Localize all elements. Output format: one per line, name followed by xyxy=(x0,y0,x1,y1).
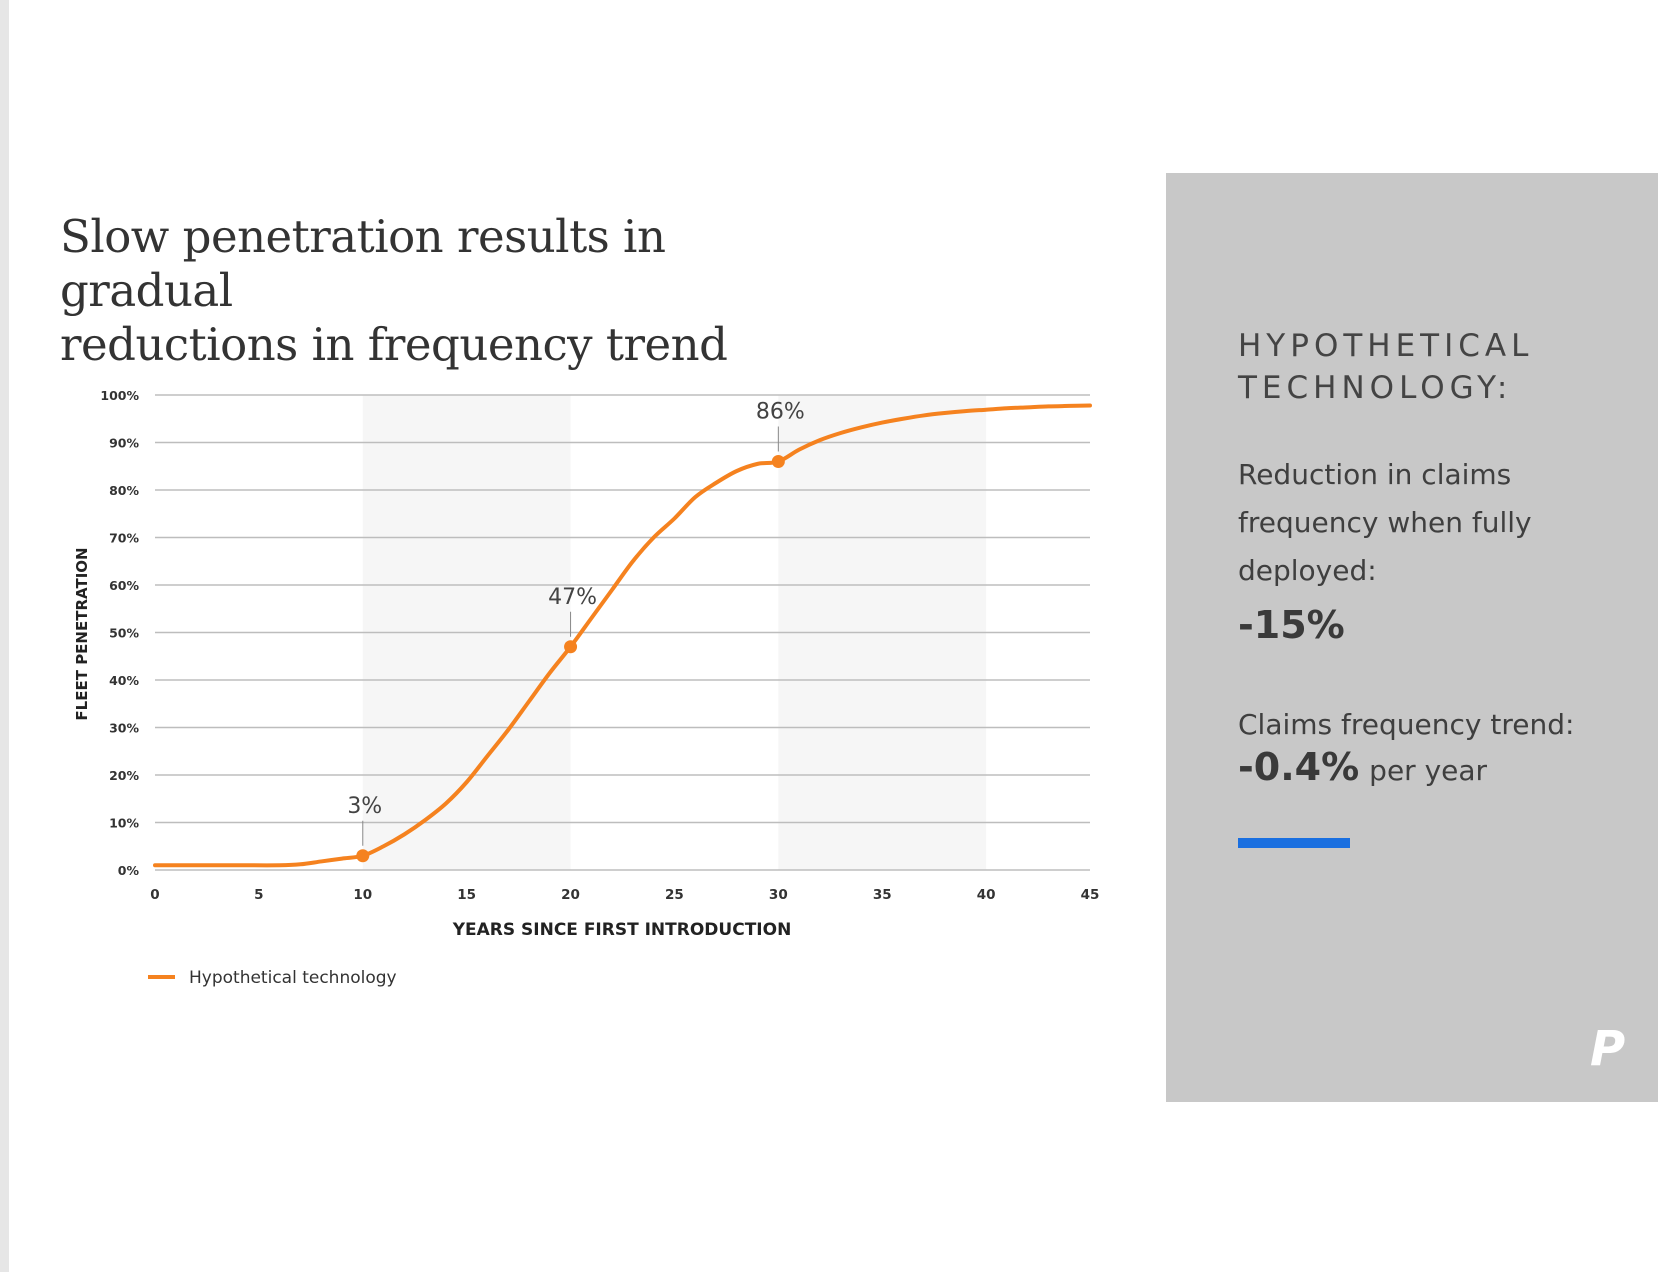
data-label: 3% xyxy=(347,794,382,819)
x-tick-label: 20 xyxy=(561,887,580,903)
y-tick-label: 40% xyxy=(109,673,139,688)
page-edge xyxy=(0,0,9,1272)
x-tick-label: 35 xyxy=(873,887,892,903)
title-line-2: reductions in frequency trend xyxy=(60,318,728,371)
y-tick-label: 80% xyxy=(109,483,139,498)
title-line-1: Slow penetration results in gradual xyxy=(60,210,666,317)
x-tick-label: 25 xyxy=(665,887,684,903)
legend-label: Hypothetical technology xyxy=(189,968,397,988)
y-tick-label: 100% xyxy=(100,388,139,403)
data-point-marker xyxy=(564,640,578,654)
x-axis-label: YEARS SINCE FIRST INTRODUCTION xyxy=(452,920,792,940)
page-title: Slow penetration results in gradual redu… xyxy=(60,210,840,372)
x-tick-label: 15 xyxy=(457,887,476,903)
sidebar-heading-line-1: HYPOTHETICAL xyxy=(1238,328,1534,364)
y-tick-label: 0% xyxy=(118,863,140,878)
trend-unit: per year xyxy=(1369,754,1488,787)
y-tick-label: 90% xyxy=(109,436,139,451)
x-tick-label: 40 xyxy=(977,887,996,903)
brand-logo: P xyxy=(1590,1021,1626,1077)
data-label: 47% xyxy=(548,585,597,610)
penetration-chart: 0% 10% 20% 30% 40% 50% 60% 70% 80% 90% 100% 0 5 10 15 2… xyxy=(73,388,1100,988)
y-tick-label: 70% xyxy=(109,531,139,546)
sidebar-panel: HYPOTHETICAL TECHNOLOGY: Reduction in cl… xyxy=(1166,173,1658,1102)
x-tick-label: 45 xyxy=(1081,887,1100,903)
x-tick-label: 10 xyxy=(353,887,372,903)
reduction-label: Reduction in claims frequency when fully… xyxy=(1238,458,1532,587)
sidebar-heading: HYPOTHETICAL TECHNOLOGY: xyxy=(1238,325,1533,409)
x-tick-label: 0 xyxy=(150,887,159,903)
reduction-value: -15% xyxy=(1238,603,1345,647)
trend-value-row: -0.4% per year xyxy=(1238,745,1487,789)
data-point-marker xyxy=(771,455,785,468)
y-tick-label: 10% xyxy=(109,816,139,831)
y-axis-label: FLEET PENETRATION xyxy=(73,547,91,720)
data-point-marker xyxy=(356,849,370,863)
x-tick-label: 30 xyxy=(769,887,788,903)
trend-value: -0.4% xyxy=(1238,745,1360,789)
data-label: 86% xyxy=(756,400,805,425)
x-tick-label: 5 xyxy=(254,887,263,903)
y-tick-label: 30% xyxy=(109,721,139,736)
y-tick-label: 20% xyxy=(109,768,139,783)
y-tick-label: 50% xyxy=(109,626,139,641)
trend-label: Claims frequency trend: xyxy=(1238,708,1575,741)
y-tick-label: 60% xyxy=(109,578,139,593)
sidebar-heading-line-2: TECHNOLOGY: xyxy=(1238,370,1513,406)
accent-bar xyxy=(1238,838,1350,848)
